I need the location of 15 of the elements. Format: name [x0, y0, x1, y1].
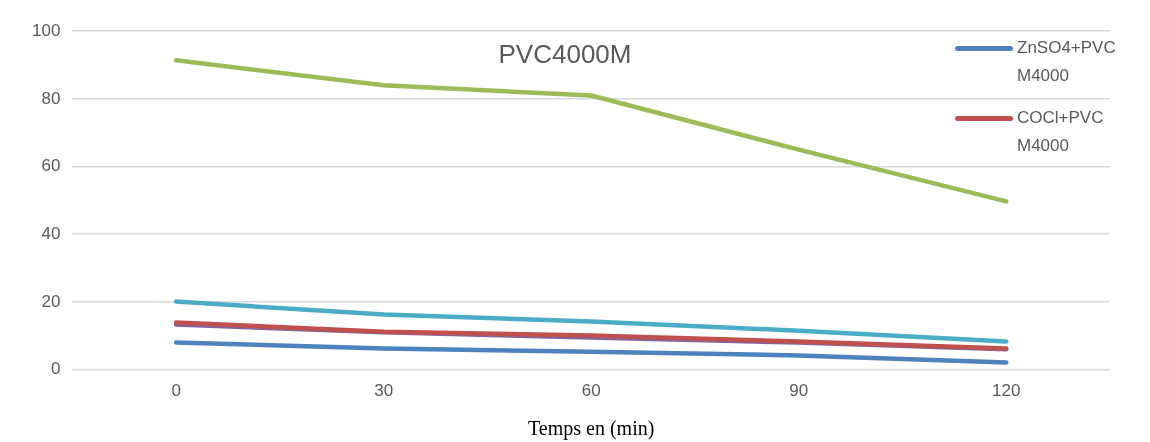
- y-tick-label: 0: [50, 359, 61, 379]
- x-tick-label: 30: [374, 381, 394, 401]
- legend-label: ZnSO4+PVC M4000: [1017, 34, 1137, 90]
- y-tick-label: 40: [41, 223, 61, 243]
- legend-label: COCl+PVC M4000: [1017, 104, 1137, 160]
- x-axis-title: Temps en (min): [528, 417, 655, 441]
- x-tick-label: 60: [581, 381, 601, 401]
- y-tick-label: 20: [41, 291, 61, 311]
- chart-title: PVC4000M: [498, 38, 632, 69]
- x-tick-label: 90: [789, 381, 809, 401]
- y-tick-label: 80: [41, 88, 61, 108]
- x-tick-label: 0: [171, 381, 181, 401]
- y-tick-label: 100: [31, 20, 61, 40]
- y-tick-label: 60: [41, 156, 61, 176]
- x-tick-label: 120: [992, 381, 1021, 401]
